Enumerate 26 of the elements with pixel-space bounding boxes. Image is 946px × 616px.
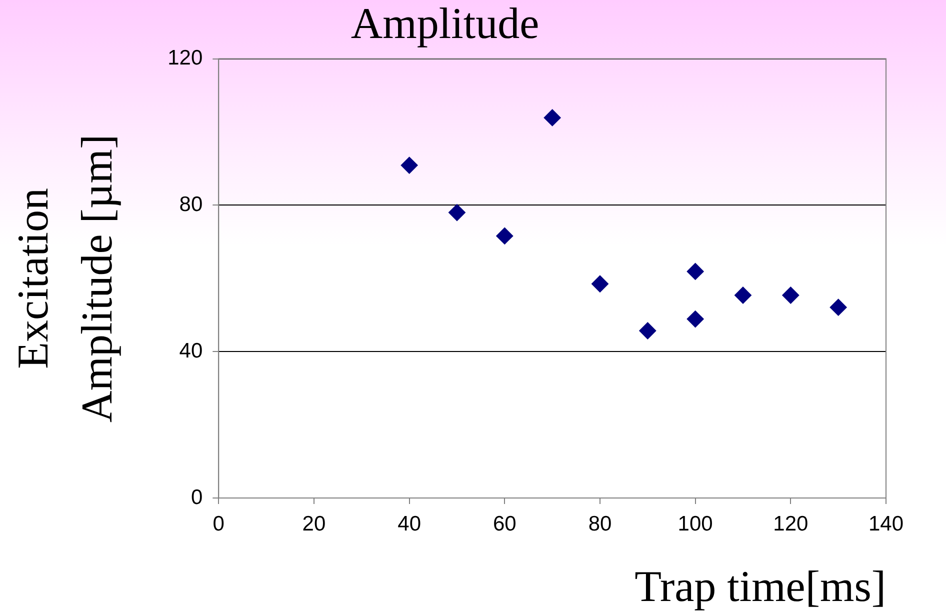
- x-tick-label: 80: [588, 512, 612, 536]
- point: [496, 227, 514, 244]
- point: [591, 275, 608, 292]
- x-tick-label: 140: [868, 512, 904, 536]
- x-tick-label: 0: [212, 512, 224, 536]
- x-tick-label: 20: [302, 512, 326, 536]
- point: [639, 322, 656, 340]
- x-tick-label: 40: [398, 512, 421, 536]
- y-tick-label: 80: [179, 192, 203, 216]
- x-axis-title: Trap time[ms]: [634, 562, 886, 612]
- y-tick-label: 40: [179, 339, 203, 362]
- point: [782, 286, 800, 304]
- point: [830, 298, 847, 316]
- chart-title: Amplitude: [350, 0, 540, 48]
- y-axis-title: Excitation Amplitude [µm]: [8, 134, 122, 422]
- y-tick-label: 120: [168, 46, 203, 70]
- x-tick-label: 120: [773, 512, 808, 536]
- x-tick-label: 100: [678, 512, 713, 536]
- point: [544, 109, 561, 126]
- point: [686, 310, 704, 328]
- x-tick-label: 60: [492, 512, 516, 536]
- point: [686, 262, 704, 280]
- y-tick-label: 0: [190, 486, 203, 509]
- point: [734, 286, 752, 304]
- point: [400, 156, 418, 174]
- point: [448, 204, 466, 222]
